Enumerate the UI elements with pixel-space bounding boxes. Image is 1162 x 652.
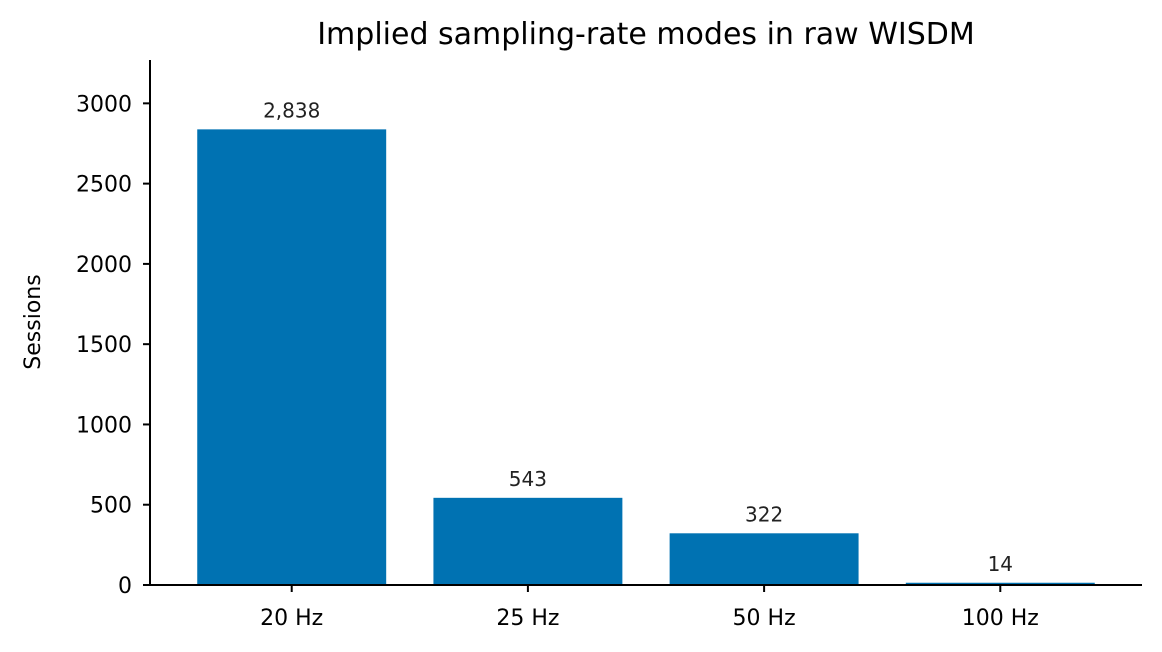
y-tick-label: 0: [118, 574, 132, 599]
y-tick-label: 1000: [76, 413, 132, 438]
value-label-20-hz: 2,838: [263, 98, 320, 122]
bar-20-hz: [197, 129, 387, 586]
x-tick-label: 100 Hz: [962, 606, 1039, 631]
y-tick-label: 1500: [76, 333, 132, 358]
value-labels-layer: 2,838 543 322 14: [263, 98, 1013, 575]
value-label-50-hz: 322: [745, 502, 783, 526]
y-axis-label: Sessions: [21, 274, 46, 369]
chart-title: Implied sampling-rate modes in raw WISDM: [317, 17, 975, 52]
bar-100-hz: [905, 582, 1095, 585]
value-label-25-hz: 543: [509, 467, 547, 491]
x-axis-ticks: 20 Hz 25 Hz 50 Hz 100 Hz: [260, 585, 1039, 631]
y-tick-label: 500: [90, 494, 132, 519]
x-tick-label: 50 Hz: [733, 606, 796, 631]
bars-layer: [197, 129, 1095, 586]
x-tick-label: 20 Hz: [260, 606, 323, 631]
y-tick-label: 2500: [76, 173, 132, 198]
bar-25-hz: [433, 497, 623, 585]
y-tick-label: 2000: [76, 253, 132, 278]
y-axis-ticks: 0 500 1000 1500 2000 2500 3000: [76, 92, 150, 599]
y-tick-label: 3000: [76, 92, 132, 117]
value-label-100-hz: 14: [988, 552, 1013, 576]
bar-50-hz: [669, 533, 859, 585]
x-tick-label: 25 Hz: [496, 606, 559, 631]
